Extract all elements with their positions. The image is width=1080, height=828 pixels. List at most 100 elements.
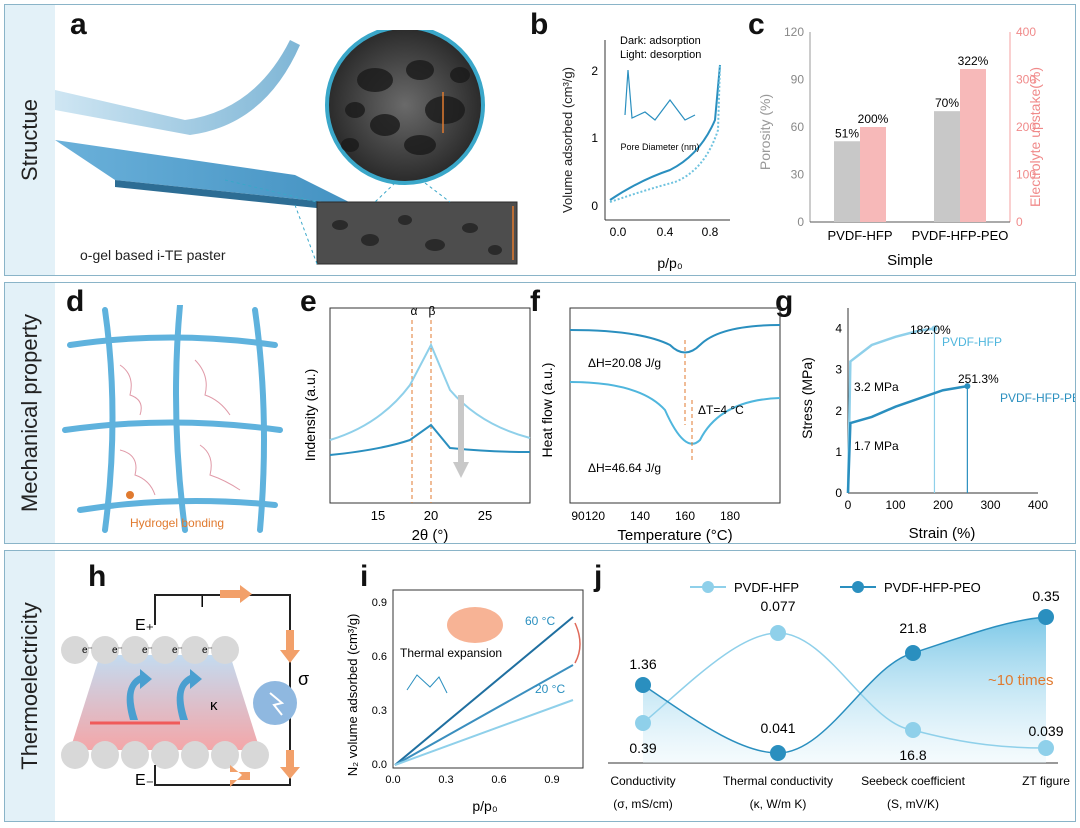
j-label-peo-2: 21.8 bbox=[899, 620, 926, 636]
j-legend1: PVDF-HFP bbox=[734, 580, 799, 595]
c-ytick-right-0: 0 bbox=[1016, 215, 1023, 229]
row-label-structure: Structue bbox=[5, 5, 55, 275]
f-curve-peo bbox=[569, 381, 781, 445]
zoom-guide-2 bbox=[294, 204, 318, 265]
b-ytick-1: 1 bbox=[591, 131, 598, 145]
c-cat-1: PVDF-HFP-PEO bbox=[912, 228, 1009, 243]
b-xtick-1: 0.4 bbox=[657, 225, 674, 239]
row-label-mechanical: Mechanical property bbox=[5, 283, 55, 543]
c-bar-porosity-1 bbox=[934, 111, 960, 222]
h-kappa: κ bbox=[210, 697, 218, 714]
c-ylabel-right: Electrolyte upstake(%) bbox=[1027, 67, 1043, 207]
b-legend-1: Dark: adsorption bbox=[620, 35, 701, 47]
zoom-guide-3 bbox=[374, 182, 396, 203]
e-xtick-1: 20 bbox=[424, 508, 438, 523]
panel-b-chart: Volume adsorbed (cm³/g) 0 1 2 0.0 0.4 0.… bbox=[560, 35, 730, 271]
j-category-3: ZT figure bbox=[1022, 774, 1070, 788]
e-frame bbox=[329, 307, 531, 504]
g-label2: 251.3% bbox=[958, 372, 999, 386]
f-dh1: ΔH=20.08 J/g bbox=[588, 356, 661, 370]
i-t60: 60 °C bbox=[525, 614, 555, 628]
i-compact-molecule bbox=[406, 674, 448, 694]
f-xtick-0: 120 bbox=[585, 509, 605, 523]
e-alpha: α bbox=[411, 304, 418, 318]
panel-a-illustration: o-gel based i-TE paster bbox=[55, 30, 518, 265]
bonding-point bbox=[126, 491, 134, 499]
row-thermoelectricity: Thermoelectricity bbox=[4, 550, 1076, 822]
j-point-peo-1 bbox=[770, 745, 786, 761]
h-electron-5: e⁻ bbox=[202, 645, 213, 656]
panel-label-b: b bbox=[530, 8, 549, 41]
c-bar-porosity-0 bbox=[834, 141, 860, 222]
i-frame bbox=[392, 589, 584, 769]
panel-e-chart: Indensity (a.u.) α β 15 20 25 2θ (°) bbox=[302, 304, 531, 544]
gel-sheet-edge bbox=[115, 180, 355, 212]
i-xtick-2: 0.6 bbox=[491, 774, 506, 786]
g-ytick-4: 4 bbox=[835, 322, 842, 336]
j-label-hfp-2: 16.8 bbox=[899, 747, 926, 763]
g-xtick-2: 200 bbox=[933, 498, 953, 512]
b-adsorption-curve bbox=[609, 64, 721, 201]
i-ytick-1: 0.3 bbox=[372, 705, 387, 717]
g-series-line-0 bbox=[846, 327, 935, 494]
c-ytick-left-0: 0 bbox=[797, 215, 804, 229]
panel-c-chart: Porosity (%) Electrolyte upstake(%) 51%2… bbox=[757, 25, 1043, 269]
j-category-2: Seebeck coefficient bbox=[861, 774, 966, 788]
i-xtick-1: 0.3 bbox=[438, 774, 453, 786]
h-load-icon bbox=[253, 681, 297, 725]
g-series-line-1 bbox=[846, 384, 968, 494]
e-curve-peo bbox=[329, 423, 531, 456]
j-unit-0: (σ, mS/cm) bbox=[613, 797, 672, 811]
h-arrow-right bbox=[176, 669, 202, 720]
panel-label-d: d bbox=[66, 285, 85, 318]
c-ytick-left-2: 60 bbox=[791, 120, 805, 134]
g-xtick-4: 400 bbox=[1028, 498, 1048, 512]
i-t20: 20 °C bbox=[535, 682, 565, 696]
j-point-hfp-0 bbox=[635, 715, 651, 731]
i-ytick-3: 0.9 bbox=[372, 597, 387, 609]
h-current: I bbox=[200, 594, 204, 611]
j-unit-2: (S, mV/K) bbox=[887, 797, 939, 811]
zoom-guide-4 bbox=[424, 182, 451, 203]
peeling-film bbox=[55, 40, 300, 135]
j-label-hfp-1: 0.077 bbox=[760, 598, 795, 614]
j-label-peo-1: 0.041 bbox=[760, 720, 795, 736]
h-electron-3: e⁻ bbox=[142, 645, 153, 656]
j-label-hfp-3: 0.039 bbox=[1028, 723, 1063, 739]
b-ytick-0: 0 bbox=[591, 199, 598, 213]
h-arrow-left bbox=[126, 669, 152, 720]
i-xlabel: p/p₀ bbox=[472, 798, 497, 814]
gel-sheet bbox=[55, 140, 355, 205]
f-ylabel: Heat flow (a.u.) bbox=[540, 363, 555, 458]
h-return-arrow bbox=[230, 765, 250, 787]
panel-i-chart: N₂ volume adsorbed (cm³/g) 0.0 0.3 0.6 0… bbox=[345, 589, 584, 814]
b-ytick-2: 2 bbox=[591, 64, 598, 78]
j-category-1: Thermal conductivity bbox=[723, 774, 833, 788]
sem-cross-section bbox=[316, 201, 518, 265]
h-bolt-icon bbox=[269, 692, 285, 716]
b-ylabel: Volume adsorbed (cm³/g) bbox=[560, 67, 575, 213]
c-label-upstake-0: 200% bbox=[858, 112, 889, 126]
c-ytick-right-3: 300 bbox=[1016, 73, 1036, 87]
panel-label-e: e bbox=[300, 285, 317, 318]
panel-label-a: a bbox=[70, 8, 87, 41]
g-ytick-3: 3 bbox=[835, 363, 842, 377]
i-ylabel: N₂ volume adsorbed (cm³/g) bbox=[345, 614, 360, 777]
j-point-peo-0 bbox=[635, 677, 651, 693]
j-category-0: Conductivity bbox=[610, 774, 675, 788]
j-note: ~10 times bbox=[988, 672, 1053, 689]
panel-f-chart: Heat flow (a.u.) ΔH=20.08 J/g ΔH=46.64 J… bbox=[540, 307, 781, 544]
b-xtick-2: 0.8 bbox=[702, 225, 719, 239]
g-xtick-0: 0 bbox=[845, 498, 852, 512]
i-expansion: Thermal expansion bbox=[400, 646, 502, 660]
f-curve-hfp bbox=[569, 324, 781, 354]
h-eplus: E₊ bbox=[135, 617, 154, 634]
b-desorption-curve bbox=[609, 64, 721, 203]
h-gradient-block bbox=[70, 655, 260, 750]
e-curve-hfp bbox=[329, 342, 531, 441]
g-ytick-2: 2 bbox=[835, 404, 842, 418]
c-ylabel-left: Porosity (%) bbox=[757, 94, 773, 170]
c-ytick-left-1: 30 bbox=[791, 168, 805, 182]
sem-zoom-circle bbox=[325, 30, 485, 185]
c-ytick-right-1: 100 bbox=[1016, 168, 1036, 182]
